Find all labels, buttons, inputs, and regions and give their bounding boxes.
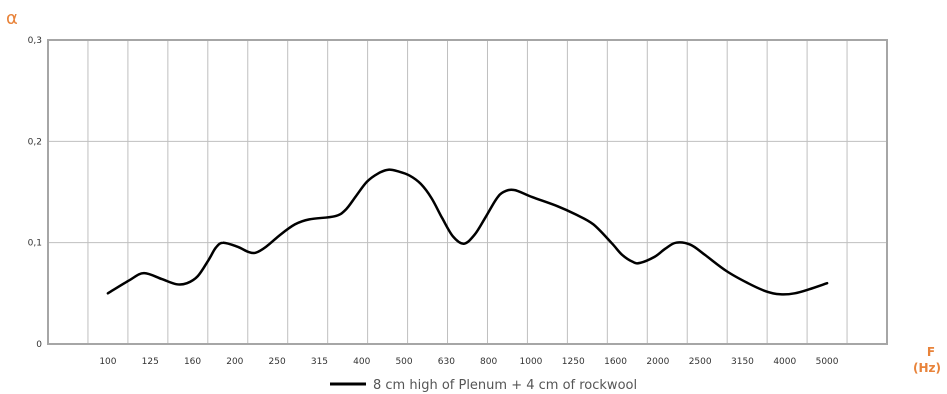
x-tick-label: 100 xyxy=(99,357,116,367)
x-tick-label: 500 xyxy=(395,357,412,367)
x-tick-label: 800 xyxy=(480,357,497,367)
x-tick-label: 630 xyxy=(438,357,455,367)
series-line xyxy=(106,168,829,296)
y-tick-labels: 0 0,1 0,2 0,3 xyxy=(28,36,43,350)
x-tick-label: 315 xyxy=(311,357,328,367)
y-tick-label: 0,1 xyxy=(28,239,42,249)
x-tick-label: 1600 xyxy=(604,357,627,367)
x-tick-label: 3150 xyxy=(731,357,754,367)
y-tick-label: 0,2 xyxy=(28,137,42,147)
x-tick-label: 1250 xyxy=(562,357,585,367)
y-tick-label: 0,3 xyxy=(28,36,42,46)
x-tick-label: 400 xyxy=(353,357,370,367)
legend: 8 cm high of Plenum + 4 cm of rockwool xyxy=(330,378,637,393)
x-tick-label: 2500 xyxy=(689,357,712,367)
x-tick-label: 2000 xyxy=(646,357,669,367)
x-tick-label: 5000 xyxy=(816,357,839,367)
grid xyxy=(48,40,887,344)
y-axis-label: α xyxy=(6,8,18,29)
x-tick-label: 250 xyxy=(269,357,286,367)
x-tick-label: 160 xyxy=(184,357,201,367)
x-axis-label-hz: (Hz) xyxy=(913,361,941,375)
plot-frame xyxy=(47,39,888,345)
x-axis-label-f: F xyxy=(927,345,935,359)
legend-label: 8 cm high of Plenum + 4 cm of rockwool xyxy=(373,378,637,393)
x-tick-label: 125 xyxy=(142,357,159,367)
x-tick-label: 200 xyxy=(226,357,243,367)
x-tick-label: 4000 xyxy=(773,357,796,367)
y-tick-label: 0 xyxy=(36,340,42,350)
x-tick-labels: 100 125 160 200 250 315 400 500 630 800 1000 1250 16… xyxy=(99,357,838,367)
x-tick-label: 1000 xyxy=(520,357,543,367)
